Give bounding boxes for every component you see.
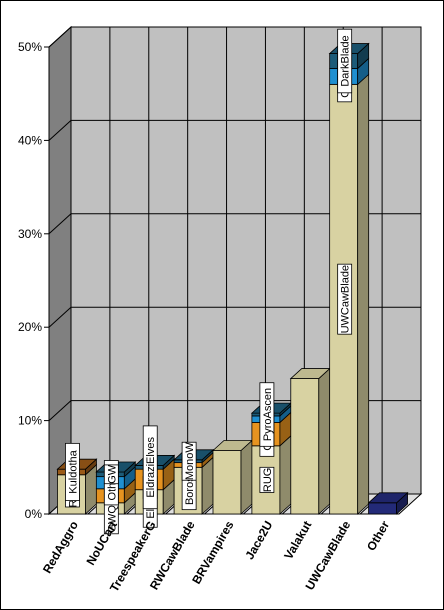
segment-label-box xyxy=(142,425,158,510)
segment-label: MonoW xyxy=(181,441,197,481)
category-label: Other xyxy=(364,518,392,553)
bar-segment-front xyxy=(212,450,242,515)
segment-label-text: Boros xyxy=(184,476,196,505)
segment-label-box xyxy=(65,442,80,501)
segment-labels: RDWKuldothaGWQuestOtherCGWEldraziElvesEl… xyxy=(65,28,353,535)
side-gridline xyxy=(48,306,72,328)
segment-label-text: RUG xyxy=(262,468,274,492)
segment-label: Kuldotha xyxy=(65,442,80,501)
segment-label-box xyxy=(259,382,275,447)
segment-label-text: MonoW xyxy=(184,442,196,481)
y-tick-label: 20% xyxy=(18,320,42,334)
segment-label-box xyxy=(337,263,353,335)
bar-segment-front xyxy=(290,378,320,515)
segment-label: Boros xyxy=(181,471,197,511)
segment-label-text: UWCawBlade xyxy=(340,265,352,333)
segment-label-text: Kuldotha xyxy=(67,449,79,493)
segment-label-box xyxy=(337,28,353,94)
segment-label-text: EldraziElves xyxy=(145,437,157,498)
segment-label-box xyxy=(103,464,119,485)
segment-label-text: DarkBlade xyxy=(340,35,352,86)
side-gridline xyxy=(48,400,72,421)
side-gridline xyxy=(48,26,72,48)
bar-segment-side xyxy=(318,367,331,515)
bar-segment-front xyxy=(368,502,397,515)
segment-label-text: GW xyxy=(106,464,118,484)
y-axis-ticks: 0% 10% 20% 30% 40% 50% xyxy=(18,40,49,521)
category-labels: RedAggro NoUCartTreespeakerGRWCawBladeBRV… xyxy=(40,518,392,594)
segment-label-box xyxy=(259,466,275,493)
y-tick-label: 30% xyxy=(18,227,42,241)
category-label: Valakut xyxy=(281,519,314,562)
segment-label: GW xyxy=(103,464,119,485)
segment-label-text: PyroAscen xyxy=(262,388,274,441)
bar-segment-side xyxy=(357,73,370,515)
bar-segment-side xyxy=(279,434,292,515)
y-tick-label: 0% xyxy=(25,507,43,521)
category-label: BRVampires xyxy=(189,518,237,586)
segment-label-box xyxy=(181,441,197,481)
category-label: Jace2U xyxy=(242,519,275,562)
y-tick-label: 50% xyxy=(18,40,42,54)
category-label: NoUCart xyxy=(83,519,119,568)
side-gridline xyxy=(48,213,72,235)
bar-top xyxy=(367,492,409,504)
category-label: RedAggro xyxy=(40,519,81,576)
y-tick-label: 40% xyxy=(18,133,42,147)
side-wall xyxy=(48,25,72,516)
bar-segment-side xyxy=(240,439,253,515)
segment-label: PyroAscen xyxy=(259,382,275,447)
segment-label: RUG xyxy=(259,466,275,493)
side-gridline xyxy=(48,120,72,141)
y-tick-label: 10% xyxy=(18,414,42,428)
segment-label: UWCawBlade xyxy=(337,263,353,335)
segment-label: DarkBlade xyxy=(337,28,353,94)
segment-label: EldraziElves xyxy=(142,425,158,510)
